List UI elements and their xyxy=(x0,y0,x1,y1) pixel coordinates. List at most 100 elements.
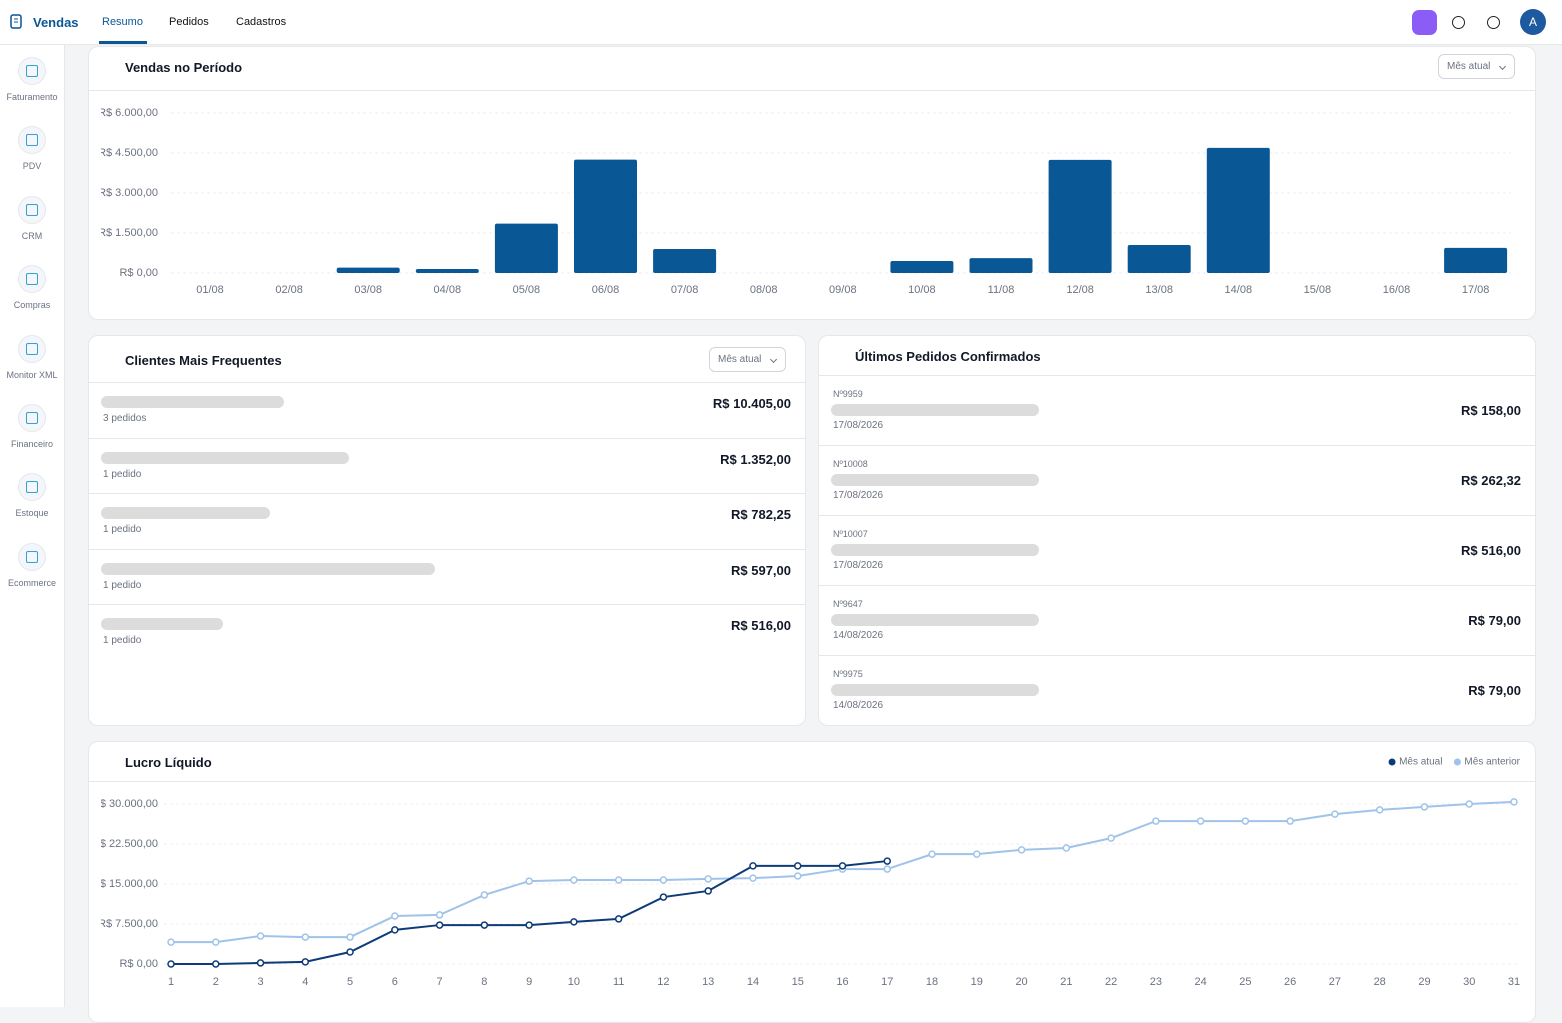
point xyxy=(1420,803,1429,811)
sidebar-label[interactable]: CRM xyxy=(21,230,43,241)
x-tick-label: 13 xyxy=(702,976,714,988)
order-count: 1 pedido xyxy=(103,579,142,591)
sidebar-icon xyxy=(18,404,46,432)
x-tick-label: 11 xyxy=(613,976,624,988)
name-placeholder xyxy=(831,684,1039,696)
bar xyxy=(969,258,1033,273)
point xyxy=(1286,817,1294,825)
tab[interactable]: Pedidos xyxy=(169,16,209,28)
period-dropdown[interactable]: Mês atual xyxy=(709,347,787,372)
point xyxy=(301,933,310,941)
point xyxy=(928,850,936,858)
x-tick-label: 25 xyxy=(1239,976,1251,988)
sidebar-label[interactable]: Faturamento xyxy=(6,92,58,102)
point xyxy=(480,921,489,929)
x-tick-label: 31 xyxy=(1508,976,1520,988)
x-tick-label: 14/08 xyxy=(1225,284,1253,296)
order-number: Nº10007 xyxy=(833,529,868,539)
point xyxy=(614,876,623,884)
x-tick-label: 17 xyxy=(881,976,893,988)
x-tick-label: 29 xyxy=(1418,976,1430,988)
point xyxy=(525,921,533,929)
tab[interactable]: Cadastros xyxy=(236,16,287,28)
point xyxy=(301,958,310,966)
order-date: 17/08/2026 xyxy=(833,490,884,501)
ai-button[interactable] xyxy=(1412,10,1437,35)
point xyxy=(614,915,623,923)
x-tick-label: 7 xyxy=(437,976,443,988)
point xyxy=(1196,817,1205,825)
x-tick-label: 05/08 xyxy=(513,284,541,296)
x-tick-label: 13/08 xyxy=(1145,284,1173,296)
x-tick-label: 17/08 xyxy=(1462,284,1490,296)
x-tick-label: 15 xyxy=(792,976,804,988)
order-value: R$ 79,00 xyxy=(1468,613,1521,628)
x-tick-label: 16 xyxy=(836,976,848,988)
name-placeholder xyxy=(101,507,270,519)
divider xyxy=(89,90,1535,91)
chat-button[interactable] xyxy=(1487,16,1500,29)
x-tick-label: 11/08 xyxy=(988,284,1015,296)
x-tick-label: 4 xyxy=(302,976,308,988)
y-tick-label: R$ 3.000,00 xyxy=(98,187,158,199)
x-tick-label: 9 xyxy=(526,976,532,988)
x-tick-label: 14 xyxy=(747,976,759,988)
point xyxy=(1062,844,1071,852)
support-button[interactable] xyxy=(1452,16,1465,29)
x-tick-label: 04/08 xyxy=(434,284,462,296)
app-icon xyxy=(10,14,22,29)
point xyxy=(1107,834,1115,842)
order-value: R$ 516,00 xyxy=(1461,543,1521,558)
x-tick-label: 18 xyxy=(926,976,938,988)
point xyxy=(1375,806,1384,814)
name-placeholder xyxy=(831,544,1039,556)
card-title: Clientes Mais Frequentes xyxy=(125,353,282,368)
sidebar-icon-glyph xyxy=(26,550,38,563)
point xyxy=(749,862,757,870)
x-tick-label: 08/08 xyxy=(750,284,778,296)
sidebar-label[interactable]: Financeiro xyxy=(10,439,54,449)
period-dropdown[interactable]: Mês atual xyxy=(1438,54,1516,79)
sidebar-label[interactable]: Monitor XML xyxy=(6,369,58,380)
divider xyxy=(89,781,1535,782)
tab-indicator xyxy=(99,41,147,44)
x-tick-label: 12 xyxy=(657,976,669,988)
x-tick-label: 27 xyxy=(1329,976,1341,988)
row-divider xyxy=(819,445,1535,446)
order-date: 17/08/2026 xyxy=(833,420,884,431)
row-divider xyxy=(819,515,1535,516)
row-divider xyxy=(89,437,805,439)
x-tick-label: 10 xyxy=(568,976,580,988)
point xyxy=(346,948,354,956)
tab[interactable]: Resumo xyxy=(102,16,143,28)
name-placeholder xyxy=(831,404,1039,416)
point xyxy=(704,875,712,883)
x-tick-label: 30 xyxy=(1463,976,1475,988)
x-tick-label: 26 xyxy=(1284,976,1296,988)
x-tick-label: 2 xyxy=(213,976,219,988)
point xyxy=(883,857,892,865)
point xyxy=(480,891,489,899)
sidebar-icon-glyph xyxy=(26,134,38,147)
sidebar-label[interactable]: Estoque xyxy=(15,508,49,519)
x-tick-label: 09/08 xyxy=(829,284,857,296)
avatar[interactable]: A xyxy=(1520,9,1546,35)
x-tick-label: 20 xyxy=(1015,976,1027,988)
point xyxy=(659,876,668,884)
x-tick-label: 10/08 xyxy=(908,284,936,296)
point xyxy=(659,893,668,901)
point xyxy=(883,865,892,873)
order-date: 14/08/2026 xyxy=(833,630,884,641)
sidebar-label[interactable]: PDV xyxy=(22,161,42,172)
point xyxy=(570,876,578,884)
point xyxy=(391,912,399,920)
point xyxy=(346,933,354,941)
sidebar-label[interactable]: Ecommerce xyxy=(7,577,56,588)
card-title: Vendas no Período xyxy=(125,60,243,75)
sidebar-label[interactable]: Compras xyxy=(13,300,51,311)
order-value: R$ 79,00 xyxy=(1468,683,1521,698)
order-count: 3 pedidos xyxy=(103,413,147,424)
row-divider xyxy=(89,548,805,550)
bar xyxy=(1048,159,1112,273)
